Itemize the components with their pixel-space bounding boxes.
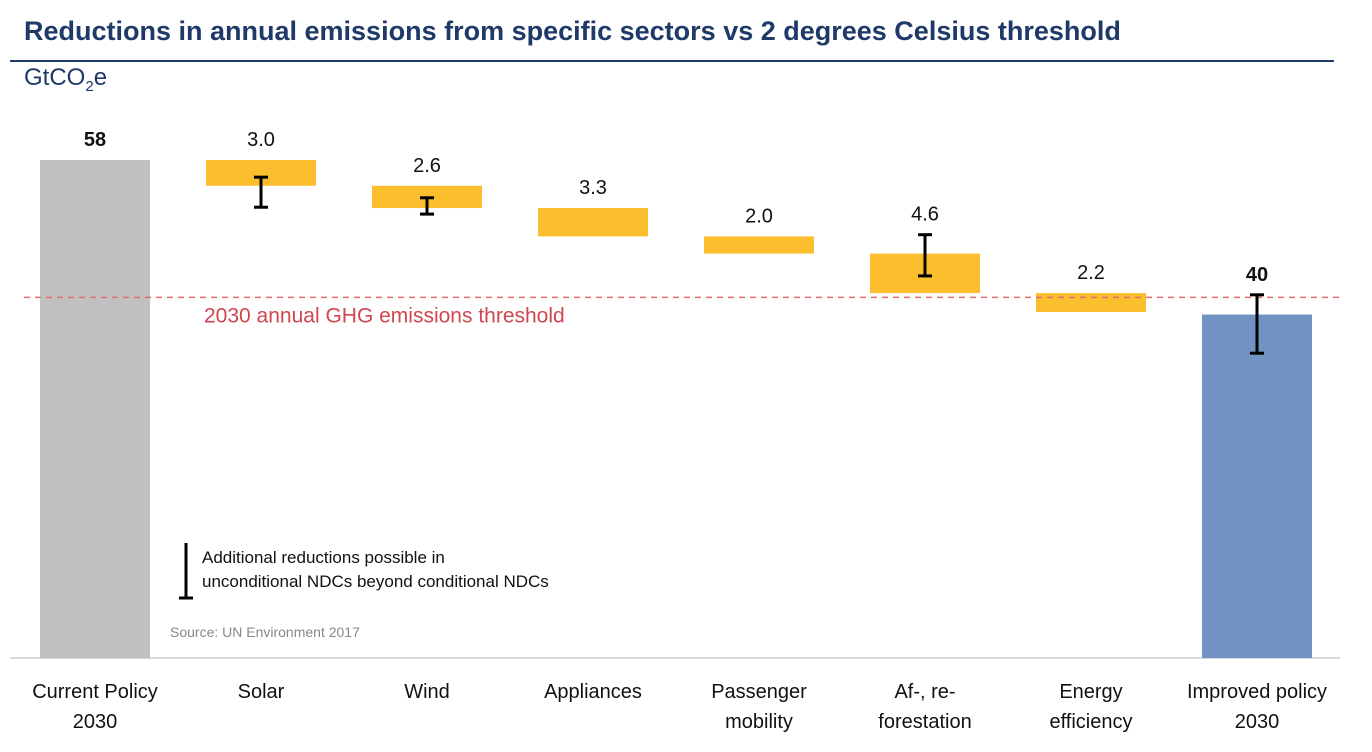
- category-label-0-0: Current Policy: [32, 681, 158, 703]
- category-label-0-1: 2030: [73, 711, 118, 733]
- value-label-7: 40: [1246, 264, 1268, 286]
- title-divider: [10, 60, 1334, 62]
- chart-title: Reductions in annual emissions from spec…: [24, 16, 1121, 46]
- legend-note-line-0: Additional reductions possible in: [202, 548, 445, 567]
- category-label-7-1: 2030: [1235, 711, 1280, 733]
- bar-7: [1202, 314, 1312, 658]
- value-label-5: 4.6: [911, 204, 939, 226]
- value-label-6: 2.2: [1077, 262, 1105, 284]
- category-label-1-0: Solar: [238, 681, 285, 703]
- legend-note-line-1: unconditional NDCs beyond conditional ND…: [202, 572, 549, 591]
- category-label-4-1: mobility: [725, 711, 793, 733]
- threshold-layer: 2030 annual GHG emissions threshold: [24, 296, 1340, 327]
- legend: Additional reductions possible in uncondi…: [170, 543, 549, 640]
- value-label-0: 58: [84, 129, 106, 151]
- unit-subscript: 2: [85, 77, 94, 95]
- category-label-6-0: Energy: [1059, 681, 1122, 703]
- value-label-1: 3.0: [247, 129, 275, 151]
- category-label-6-1: efficiency: [1049, 711, 1132, 733]
- unit-suffix: e: [93, 64, 108, 91]
- bar-0: [40, 160, 150, 658]
- category-label-5-0: Af-, re-: [894, 681, 955, 703]
- value-label-4: 2.0: [745, 205, 773, 227]
- category-label-7-0: Improved policy: [1187, 681, 1327, 703]
- threshold-label: 2030 annual GHG emissions threshold: [204, 304, 565, 327]
- category-label-4-0: Passenger: [711, 681, 807, 703]
- bar-6: [1036, 293, 1146, 312]
- bar-4: [704, 236, 814, 254]
- bar-3: [538, 208, 648, 237]
- category-label-2-0: Wind: [404, 681, 450, 703]
- value-label-3: 3.3: [579, 177, 607, 199]
- category-labels-layer: Current Policy 2030 Solar Wind Appliances Pas…: [32, 681, 1327, 733]
- unit-label: GtCO2e: [24, 64, 107, 95]
- error-bars-layer: [254, 175, 1264, 355]
- source-note: Source: UN Environment 2017: [170, 624, 360, 640]
- value-label-2: 2.6: [413, 155, 441, 177]
- value-labels-layer: 58 3.0 2.6 3.3 2.0 4.6 2.2 40: [84, 129, 1268, 286]
- category-label-5-1: forestation: [878, 711, 971, 733]
- category-label-3-0: Appliances: [544, 681, 642, 703]
- unit-prefix: GtCO: [24, 64, 86, 91]
